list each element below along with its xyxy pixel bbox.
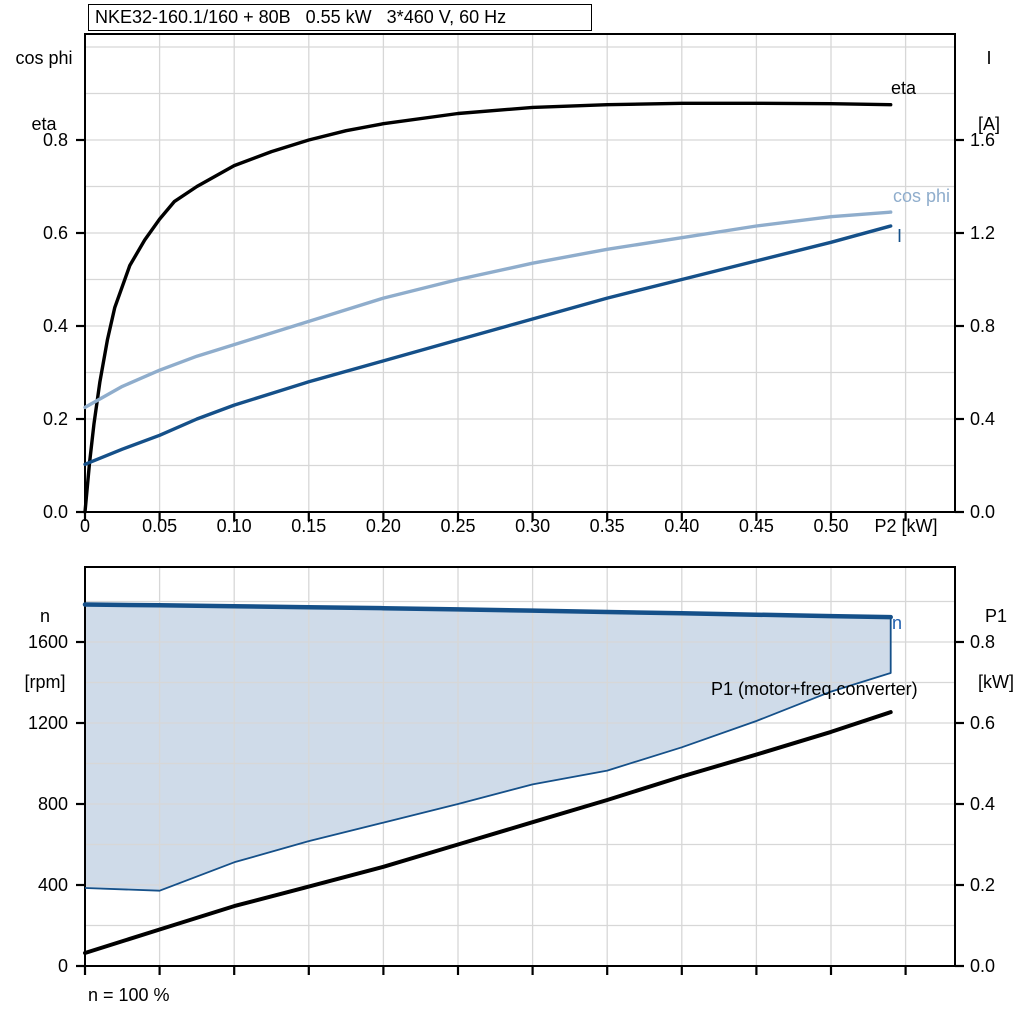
bottom-y-left-tick-label: 1200 bbox=[27, 713, 68, 733]
bottom-y-left-tick-label: 400 bbox=[37, 875, 68, 895]
top-y-left-tick-label: 0.2 bbox=[42, 409, 68, 429]
top-left-axis-title: cos phi eta bbox=[15, 48, 73, 134]
top-chart-frame bbox=[84, 33, 956, 513]
top-x-axis-label: P2 [kW] bbox=[874, 516, 938, 536]
bottom-y-right-tick-label: 0.2 bbox=[970, 875, 996, 895]
top-y-right-tick-label: 1.6 bbox=[970, 130, 996, 150]
bottom-chart-frame bbox=[84, 566, 956, 967]
title-box: NKE32-160.1/160 + 80B 0.55 kW 3*460 V, 6… bbox=[88, 4, 592, 31]
speed-band-fill bbox=[85, 604, 891, 891]
top-y-left-tick-label: 0.6 bbox=[42, 223, 68, 243]
top-y-right-tick-label: 1.2 bbox=[970, 223, 996, 243]
top-y-left-tick-label: 0.8 bbox=[42, 130, 68, 150]
top-y-right-tick-label: 0.0 bbox=[970, 502, 996, 522]
p1-curve-label: P1 (motor+freq.converter) bbox=[711, 679, 918, 699]
top-x-tick-label: 0.25 bbox=[440, 516, 476, 536]
bottom-y-right-tick-label: 0.6 bbox=[970, 713, 996, 733]
speed-curve-label: n bbox=[892, 613, 903, 633]
bottom-right-axis-title: P1 [kW] bbox=[978, 606, 1014, 692]
cos-phi-curve-label: cos phi bbox=[893, 186, 951, 206]
top-x-tick-label: 0.50 bbox=[813, 516, 849, 536]
top-right-axis-title: I [A] bbox=[977, 48, 1000, 134]
top-y-left-tick-label: 0.0 bbox=[42, 502, 68, 522]
current-curve-label: I bbox=[897, 226, 903, 246]
bottom-y-left-tick-label: 0 bbox=[57, 956, 68, 976]
eta-curve bbox=[83, 101, 893, 514]
cos-phi-curve bbox=[83, 210, 893, 410]
top-x-tick-label: 0.30 bbox=[515, 516, 551, 536]
top-x-tick-label: 0.40 bbox=[664, 516, 700, 536]
top-x-tick-label: 0.15 bbox=[291, 516, 327, 536]
top-x-tick-label: 0.10 bbox=[216, 516, 252, 536]
speed-band-lower-border bbox=[84, 617, 892, 892]
bottom-y-right-tick-label: 0.0 bbox=[970, 956, 996, 976]
bottom-y-right-tick-label: 0.8 bbox=[970, 632, 996, 652]
p1-curve bbox=[83, 710, 893, 955]
top-y-right-tick-label: 0.8 bbox=[970, 316, 996, 336]
bottom-y-left-tick-label: 1600 bbox=[27, 632, 68, 652]
bottom-y-left-tick-label: 800 bbox=[37, 794, 68, 814]
chart-title: NKE32-160.1/160 + 80B 0.55 kW 3*460 V, 6… bbox=[95, 7, 507, 27]
top-x-tick-label: 0.35 bbox=[589, 516, 625, 536]
current-curve bbox=[83, 224, 893, 466]
top-x-tick-label: 0.45 bbox=[738, 516, 774, 536]
top-y-right-tick-label: 0.4 bbox=[970, 409, 996, 429]
speed-curve bbox=[82, 602, 893, 620]
eta-curve-label: eta bbox=[891, 78, 917, 98]
top-x-tick-label: 0.20 bbox=[365, 516, 401, 536]
top-x-tick-label: 0.05 bbox=[142, 516, 178, 536]
bottom-left-axis-title: n [rpm] bbox=[24, 606, 66, 692]
bottom-y-right-tick-label: 0.4 bbox=[970, 794, 996, 814]
speed-footnote: n = 100 % bbox=[88, 985, 170, 1005]
top-y-left-tick-label: 0.4 bbox=[42, 316, 68, 336]
top-x-tick-label: 0 bbox=[79, 516, 90, 536]
